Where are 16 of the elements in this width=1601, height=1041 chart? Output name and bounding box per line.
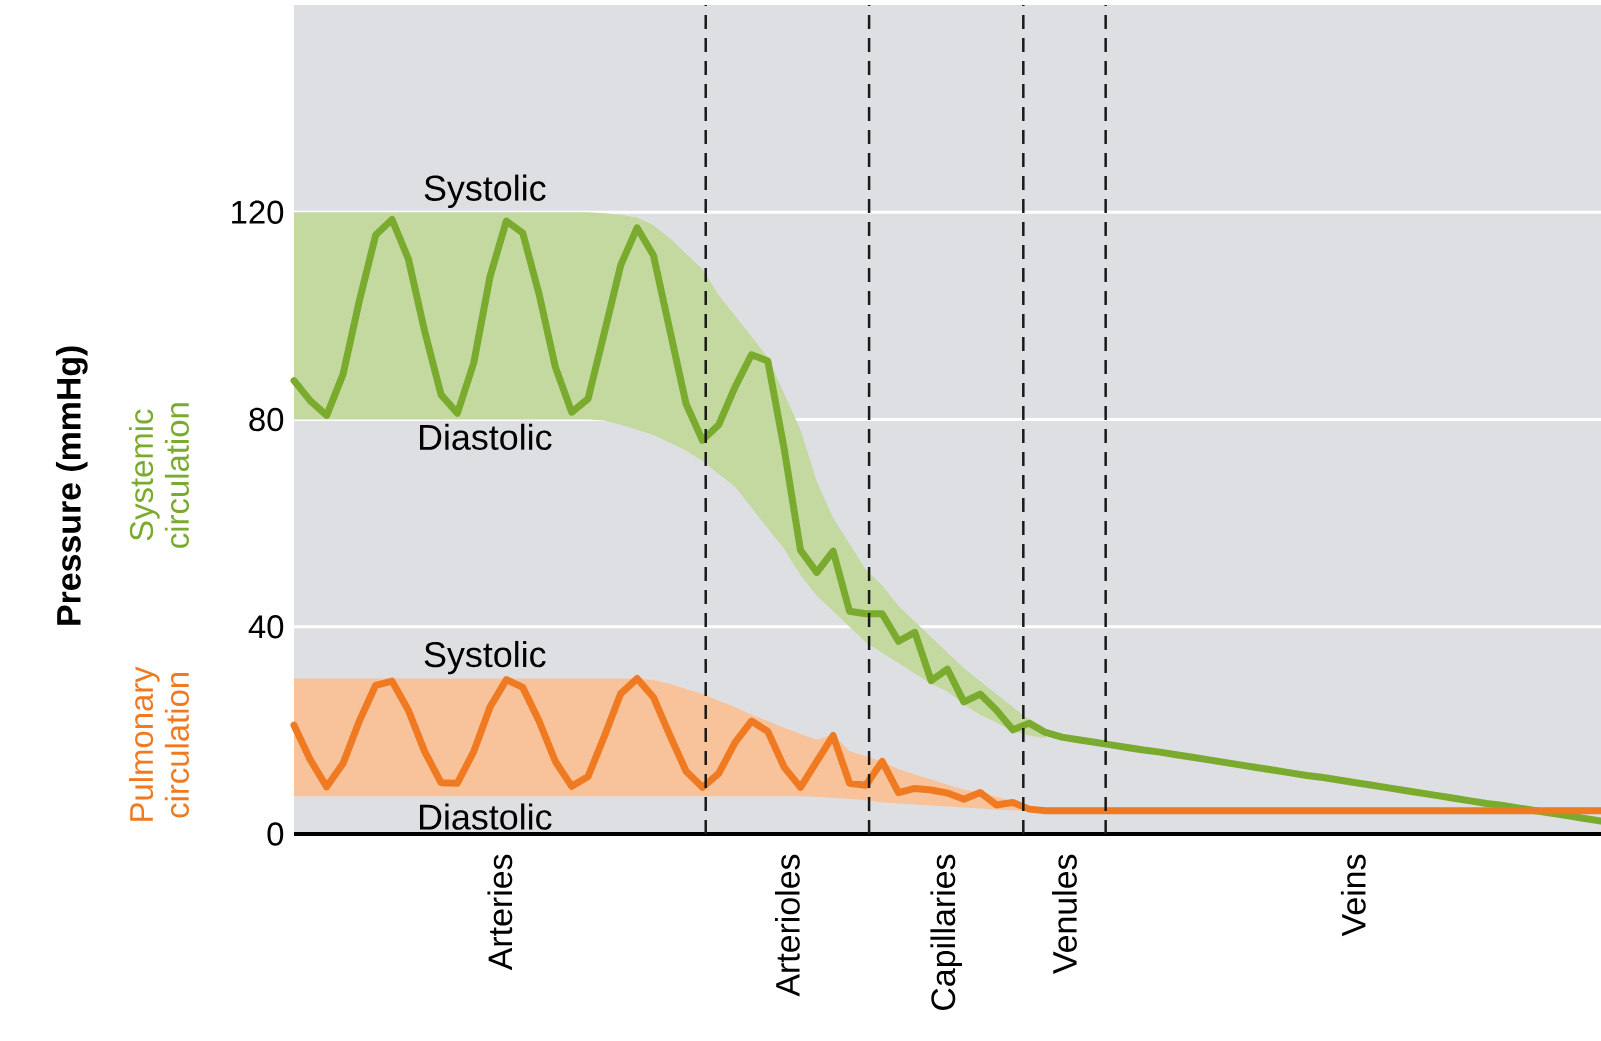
text: Arteries: [487, 854, 513, 971]
annotation: Systolic: [424, 640, 546, 675]
text: Systemic circulation: [128, 403, 190, 548]
text: Pulmonary circulation: [128, 666, 190, 821]
text: Veins: [1340, 854, 1366, 937]
y-tick-label: 80: [249, 407, 284, 432]
y-tick-label: 0: [267, 822, 284, 846]
text: Venules: [1052, 854, 1077, 974]
annotation: Systolic: [424, 174, 546, 209]
annotation: Diastolic: [420, 803, 552, 830]
y-tick-label: 120: [232, 200, 284, 224]
y-tick-label: 40: [248, 615, 284, 639]
y-axis-title: Pressure (mmHg): [55, 346, 88, 625]
text: Arterioles: [774, 854, 800, 997]
annotation: Diastolic: [420, 423, 552, 451]
text: Capillaries: [930, 854, 962, 1010]
